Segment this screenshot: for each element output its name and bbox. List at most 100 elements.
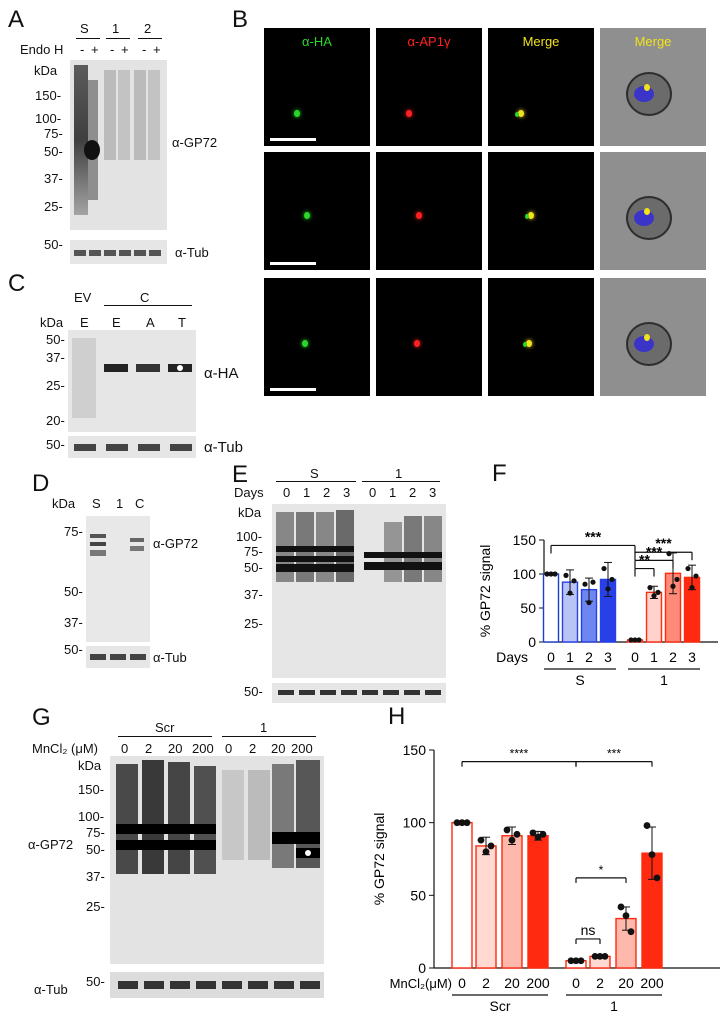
panel-g-conc-label: 0 [121, 741, 129, 756]
x-axis-prefix-label: Days [496, 649, 528, 665]
micro-r2-c4 [600, 152, 706, 270]
data-point [636, 637, 642, 643]
micro-channel-label: α-HA [302, 34, 332, 49]
micro-signal-dot [304, 212, 310, 219]
panel-d-marker-50: 50- [64, 584, 83, 599]
panel-g-conc-label: 200 [291, 741, 313, 756]
x-tick-label: 2 [482, 975, 490, 991]
panel-e-day-label: 3 [343, 485, 351, 500]
panel-c-lane-e1: E [80, 315, 89, 330]
panel-g-marker-25: 25- [86, 899, 105, 914]
data-point [548, 571, 554, 577]
panel-g-tub-marker: 50- [86, 974, 105, 989]
panel-a-tub-marker: 50- [44, 237, 63, 252]
bar [542, 573, 560, 643]
panel-d-letter: D [32, 470, 50, 497]
data-point [571, 578, 577, 584]
y-tick-label: 150 [513, 532, 537, 548]
panel-e-days-label: Days [234, 485, 264, 500]
data-point [552, 571, 558, 577]
panel-a-marker-37: 37- [44, 171, 63, 186]
panel-c-group-c: C [140, 290, 150, 305]
y-tick-label: 100 [403, 815, 427, 831]
panel-e-marker-75: 75- [244, 544, 263, 559]
panel-g-marker-50: 50- [86, 842, 105, 857]
data-point [508, 836, 516, 844]
micro-merge-green-dot [523, 342, 527, 347]
panel-a-endo-label: Endo H [20, 42, 64, 57]
panel-c-marker-50: 50- [46, 332, 65, 347]
panel-g-gp72-blot [110, 756, 324, 964]
panel-g-antibody-tub: α-Tub [34, 982, 68, 997]
panel-e-day-label: 2 [409, 485, 417, 500]
y-tick-label: 150 [403, 742, 427, 758]
panel-e-day-label: 0 [369, 485, 377, 500]
panel-e-tub-blot [272, 683, 446, 703]
panel-g-group-scr: Scr [155, 720, 175, 735]
micro-merge-yellow-dot [644, 84, 650, 91]
x-axis-prefix-label: MnCl₂(μM) [390, 976, 452, 991]
x-tick-label: 20 [504, 975, 520, 991]
micro-merge-green-dot [525, 214, 529, 219]
panel-g-antibody-gp72: α-GP72 [28, 837, 74, 852]
significance-label: *** [607, 747, 621, 761]
panel-a-gp72-blot [70, 60, 167, 230]
panel-a-kda: kDa [34, 63, 58, 78]
data-point [487, 842, 495, 850]
bar [451, 821, 473, 969]
panel-b-letter: B [232, 6, 249, 33]
x-tick-label: 3 [688, 649, 696, 665]
micro-r3-c2 [376, 278, 482, 396]
data-point [689, 585, 695, 591]
y-axis-label: % GP72 signal [477, 545, 493, 638]
micro-signal-dot [528, 212, 534, 219]
panel-a-lane-2: 2 [144, 21, 152, 36]
panel-g-underline-1 [222, 736, 316, 737]
significance-label: *** [655, 535, 672, 551]
panel-d-antibody-tub: α-Tub [153, 650, 187, 665]
y-axis-label: % GP72 signal [371, 813, 387, 906]
micro-r1-c2: α-AP1γ [376, 28, 482, 146]
significance-label: **** [510, 747, 529, 761]
micro-r3-c3 [488, 278, 594, 396]
data-point [563, 572, 569, 578]
data-point [632, 637, 638, 643]
panel-c-group-ev: EV [74, 290, 92, 305]
group-label: S [575, 672, 584, 688]
data-point [477, 836, 485, 844]
x-tick-label: 0 [458, 975, 466, 991]
data-point [596, 952, 604, 960]
micro-r3-c1 [264, 278, 370, 396]
panel-e-day-label: 2 [323, 485, 331, 500]
panel-g-marker-150: 150- [78, 782, 105, 797]
panel-g-conc-label: 2 [249, 741, 257, 756]
scale-bar [270, 388, 316, 391]
x-tick-label: 200 [526, 975, 550, 991]
significance-label: ** [639, 552, 650, 568]
panel-a-marker-150: 150- [35, 88, 62, 103]
panel-e-underline-s [276, 481, 356, 482]
panel-a-marker-50: 50- [44, 144, 63, 159]
micro-channel-label: Merge [634, 34, 672, 49]
panel-g-conc-label: 200 [192, 741, 214, 756]
x-tick-label: 2 [585, 649, 593, 665]
data-point [529, 829, 537, 837]
panel-d-lane-s: S [92, 496, 101, 511]
x-tick-label: 1 [650, 649, 658, 665]
micro-signal-dot [294, 110, 300, 117]
panel-g-conc-label: 20 [271, 741, 286, 756]
data-point [651, 593, 657, 599]
panel-c-tub-marker: 50- [46, 437, 65, 452]
panel-c-underline-c [104, 305, 192, 306]
panel-g-marker-100: 100- [78, 809, 105, 824]
data-point [577, 957, 585, 965]
panel-c-letter: C [8, 270, 26, 297]
panel-e-marker-37: 37- [244, 587, 263, 602]
panel-d-lane-1: 1 [116, 496, 124, 511]
panel-e-marker-50: 50- [244, 560, 263, 575]
micro-r3-c4 [600, 278, 706, 396]
data-point [539, 830, 547, 838]
panel-a-underline-2 [138, 38, 162, 39]
panel-c-lane-e2: E [112, 315, 121, 330]
micro-signal-dot [518, 110, 524, 117]
